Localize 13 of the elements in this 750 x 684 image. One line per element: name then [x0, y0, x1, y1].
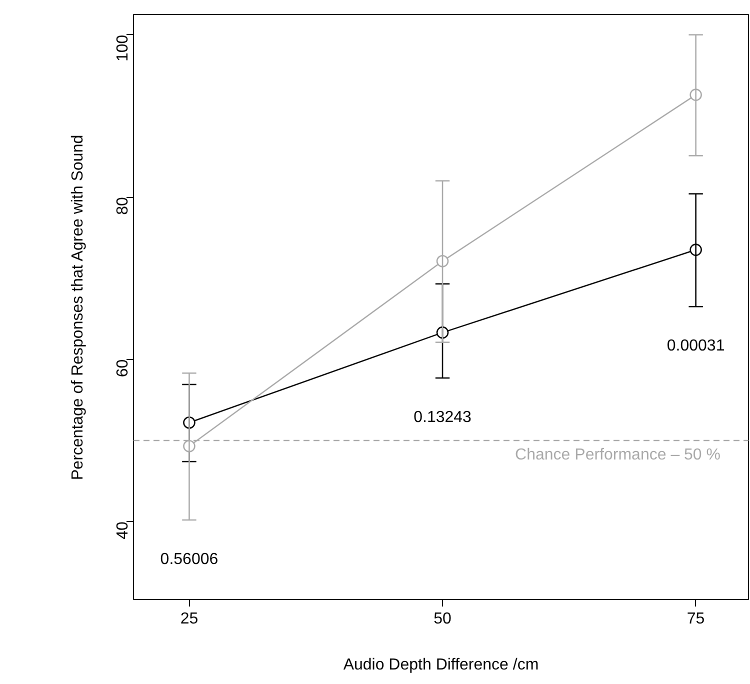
y-axis-title: Percentage of Responses that Agree with Sound: [70, 134, 86, 480]
annotation: 0.00031: [666, 338, 725, 355]
x-tick-label: 75: [686, 610, 705, 628]
x-tick-label: 25: [180, 610, 198, 628]
y-tick-label: 60: [114, 359, 132, 378]
annotation: 0.56006: [160, 550, 218, 568]
y-tick-label: 80: [114, 196, 132, 215]
x-axis-title: Audio Depth Difference /cm: [343, 656, 539, 674]
ref-line-label: Chance Performance – 50 %: [515, 446, 721, 464]
y-tick-label: 100: [114, 34, 132, 62]
annotation: 0.13243: [414, 408, 472, 426]
x-tick-label: 50: [434, 610, 452, 628]
y-tick-label: 40: [114, 522, 132, 540]
